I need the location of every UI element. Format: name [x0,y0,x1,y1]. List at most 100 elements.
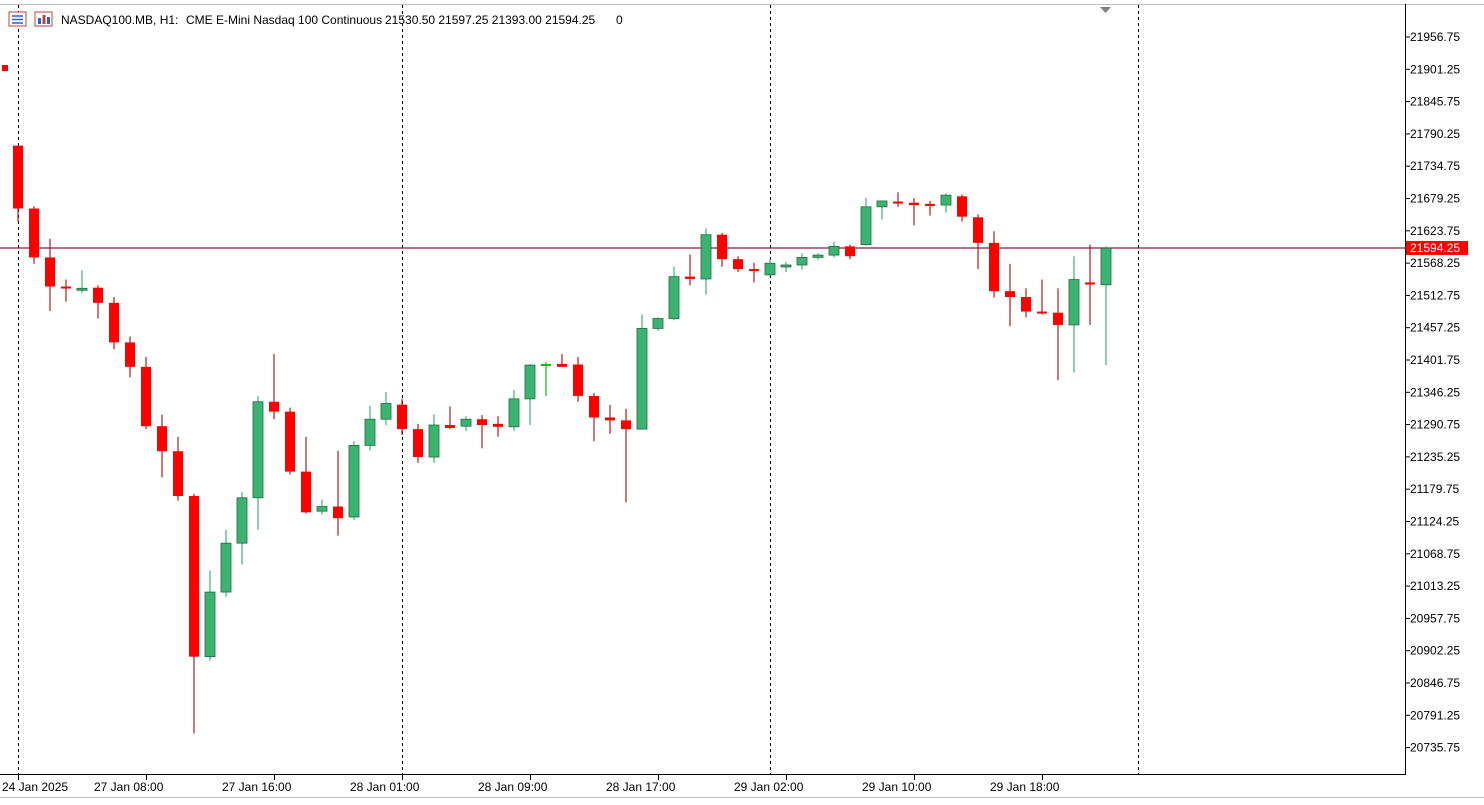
candle-23 [380,391,392,426]
candle-body [220,542,232,593]
offscreen-candle-marker [2,65,8,71]
candle-body [845,246,855,257]
current-price-label-bg [1406,240,1468,255]
candle-48 [780,262,792,272]
symbol-description: CME E-Mini Nasdaq 100 Continuous [186,13,382,27]
candle-body [812,254,824,258]
candle-18 [301,436,311,514]
candle-body [700,234,712,280]
candle-body [29,208,39,258]
candle-body [269,401,279,412]
candle-15 [252,395,264,530]
candle-55 [893,192,903,207]
candle-37 [605,404,615,434]
candle-29 [477,415,487,449]
candle-body [204,591,216,658]
candle-body [301,471,311,513]
candle-body [717,234,727,260]
price-tick-label: 21179.75 [1410,482,1459,496]
candle-19 [316,499,328,515]
candle-body [173,451,183,497]
candle-body [13,145,23,209]
price-tick-label: 21013.25 [1410,579,1460,593]
candle-body [125,342,135,367]
price-tick-label: 21568.25 [1410,256,1460,270]
candle-body [860,206,872,246]
price-tick-label: 21790.25 [1410,127,1460,141]
candle-9 [157,414,167,478]
candle-54 [876,200,888,220]
candle-31 [508,390,520,431]
candle-body [989,242,999,292]
candle-57 [925,200,935,216]
candle-body [524,364,536,400]
candle-66 [1068,256,1080,373]
candle-body [796,257,808,266]
price-tick-label: 21956.75 [1410,30,1460,44]
candle-body [508,398,520,428]
candle-body [189,496,199,657]
ohlc-values: 21530.50 21597.25 21393.00 21594.25 [385,13,596,27]
candle-body [445,425,455,428]
candle-body [605,417,615,421]
time-tick-label: 27 Jan 08:00 [94,780,164,794]
candle-body [413,429,423,458]
time-tick-label: 28 Jan 01:00 [350,780,420,794]
price-tick-label: 20846.75 [1410,676,1460,690]
candle-body [780,264,792,268]
candle-22 [364,405,376,451]
price-tick-label: 21512.75 [1410,288,1460,302]
price-tick-label: 21679.25 [1410,192,1460,206]
candle-30 [493,416,503,437]
candle-21 [348,441,360,520]
price-tick-label: 20735.75 [1410,741,1460,755]
candle-body [1021,297,1031,312]
candle-6 [109,297,119,350]
candle-56 [909,198,919,226]
candle-49 [796,253,808,270]
chart-header: NASDAQ100.MB, H1: CME E-Mini Nasdaq 100 … [8,11,623,27]
price-tick-label: 21235.25 [1410,450,1460,464]
candle-16 [269,354,279,420]
candle-4 [76,270,88,293]
candle-36 [589,393,599,442]
candle-body [61,286,71,289]
chart-shift-marker[interactable] [1100,7,1111,13]
candle-28 [460,416,472,431]
chart-properties-icon[interactable] [34,11,53,27]
candle-body [285,411,295,472]
candle-body [252,401,264,499]
candle-58 [940,193,952,213]
candle-38 [621,408,631,503]
candle-body [876,200,888,208]
price-tick-label: 20957.75 [1410,611,1460,625]
candle-body [1085,282,1095,285]
table-icon[interactable] [8,11,27,27]
candle-body [541,363,551,366]
candle-7 [125,336,135,378]
candle-33 [541,362,551,396]
candle-13 [220,529,232,597]
candle-body [45,257,55,287]
time-tick-label: 28 Jan 09:00 [478,780,548,794]
candle-body [109,302,119,343]
time-tick-label: 29 Jan 02:00 [734,780,804,794]
candle-27 [445,406,455,430]
candle-body [733,259,743,270]
day-separators [18,5,1139,774]
candle-64 [1037,279,1047,315]
candle-45 [733,256,743,272]
candle-60 [973,214,983,270]
candle-body [1068,279,1080,326]
candle-body [652,318,664,329]
candle-body [957,196,967,217]
candle-12 [204,570,216,661]
candle-24 [397,398,407,435]
candle-43 [700,228,712,295]
price-axis: 21956.75 21901.25 21845.75 21790.25 21734.75… [1405,30,1468,755]
symbol-label: NASDAQ100.MB, H1: [61,13,178,27]
price-tick-label: 21901.25 [1410,62,1460,76]
candle-20 [333,450,343,536]
